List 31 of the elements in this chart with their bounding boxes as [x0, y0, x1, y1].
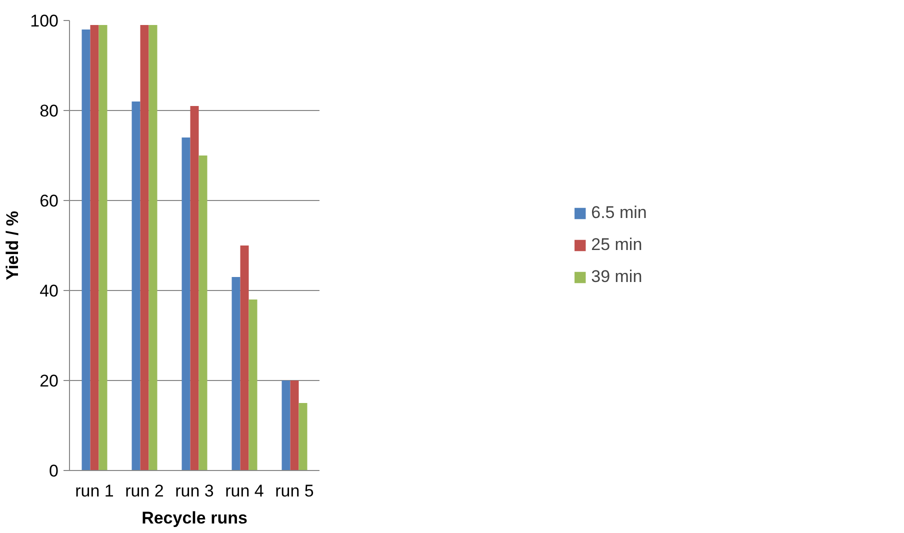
bar [198, 156, 208, 470]
x-tick-label: run 2 [125, 482, 164, 500]
bar [298, 403, 308, 470]
x-axis-title: Recycle runs [142, 508, 248, 528]
y-tick-label: 40 [40, 282, 59, 300]
y-tick-label: 0 [49, 462, 59, 480]
x-tick-label: run 4 [225, 482, 264, 500]
bar [290, 380, 299, 470]
bar [282, 380, 290, 470]
legend-label: 39 min [591, 267, 642, 287]
bar [90, 25, 99, 470]
y-tick-label: 80 [40, 102, 59, 120]
y-axis-title: Yield / % [3, 210, 22, 280]
x-tick-label: run 1 [75, 482, 114, 500]
bar [190, 106, 199, 470]
bar [98, 25, 108, 470]
y-tick-label: 60 [40, 192, 59, 210]
legend-label: 6.5 min [591, 203, 647, 223]
x-tick-label: run 5 [275, 482, 314, 500]
bar [82, 30, 90, 470]
bar [182, 138, 190, 470]
bar [248, 300, 258, 470]
y-tick-label: 100 [30, 12, 59, 30]
y-tick-label: 20 [40, 372, 59, 390]
legend-label: 25 min [591, 235, 642, 255]
bar [240, 246, 249, 470]
bar [140, 25, 149, 470]
bar [148, 25, 158, 470]
bar [132, 102, 140, 470]
bar [232, 277, 240, 470]
x-tick-label: run 3 [175, 482, 214, 500]
